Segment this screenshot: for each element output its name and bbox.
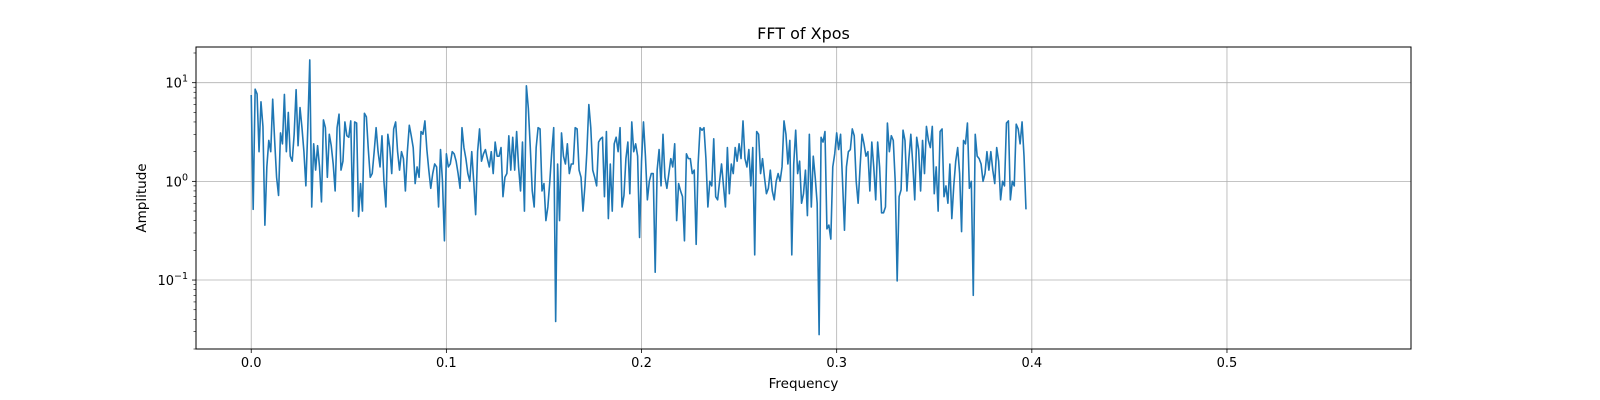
plot-area bbox=[250, 59, 1027, 336]
y-tick-label: 10−1 bbox=[157, 271, 188, 289]
x-tick-label: 0.2 bbox=[631, 356, 652, 371]
series-line bbox=[250, 59, 1027, 336]
y-tick-label: 100 bbox=[165, 172, 188, 190]
x-tick-label: 0.3 bbox=[826, 356, 847, 371]
x-tick-label: 0.1 bbox=[436, 356, 457, 371]
x-tick-label: 0.5 bbox=[1217, 356, 1238, 371]
grid-lines bbox=[196, 47, 1411, 349]
x-tick-label: 0.4 bbox=[1021, 356, 1042, 371]
y-axis-ticks: 10−1 100 101 bbox=[157, 52, 196, 350]
y-tick-label: 101 bbox=[165, 74, 188, 92]
y-axis-label: Amplitude bbox=[134, 163, 150, 232]
chart-title: FFT of Xpos bbox=[757, 24, 850, 43]
axes-frame bbox=[195, 46, 1412, 350]
x-axis-ticks: 0.0 0.1 0.2 0.3 0.4 0.5 bbox=[241, 349, 1237, 371]
x-tick-label: 0.0 bbox=[241, 356, 262, 371]
x-axis-label: Frequency bbox=[769, 376, 839, 392]
